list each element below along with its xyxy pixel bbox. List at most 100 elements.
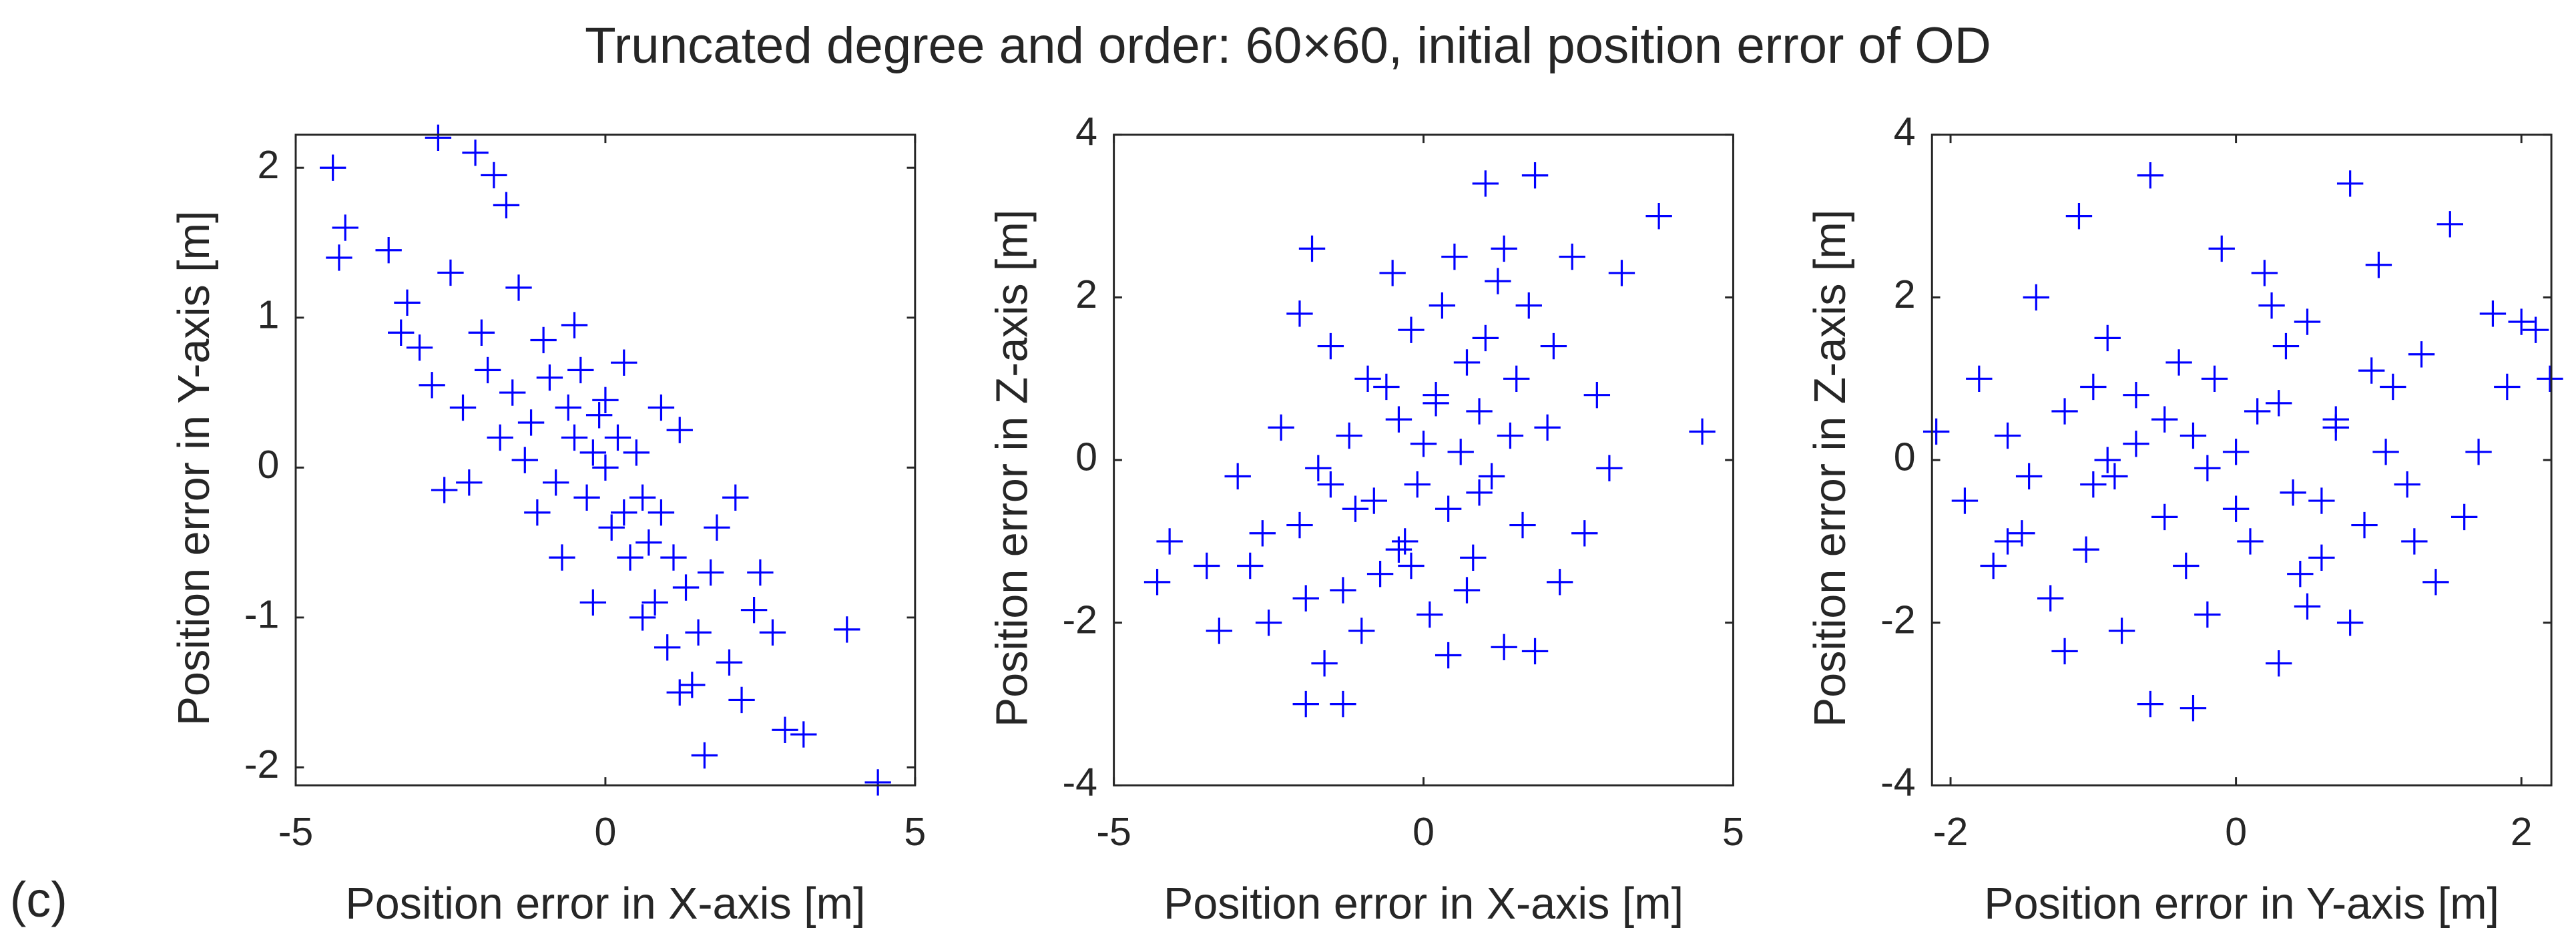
scatter-point	[1305, 455, 1332, 481]
scatter-point	[1317, 332, 1344, 360]
x-axis-label: Position error in X-axis [m]	[345, 879, 865, 929]
scatter-point	[542, 469, 569, 496]
y-tick-label: 2	[1075, 272, 1097, 316]
scatter-point	[834, 616, 860, 643]
scatter-point	[332, 214, 358, 241]
axes	[1113, 134, 1734, 786]
x-tick-label: 0	[2225, 810, 2247, 854]
scatter-point	[1311, 650, 1338, 677]
scatter-point	[1540, 332, 1567, 360]
scatter-point	[1255, 610, 1282, 636]
x-tick-label: 0	[1412, 810, 1435, 854]
scatter-point	[2336, 610, 2364, 636]
scatter-point	[1491, 235, 1517, 262]
scatter-point	[1478, 463, 1505, 490]
scatter-point	[592, 387, 619, 413]
x-tick-label: 5	[1722, 810, 1744, 854]
scatter-point	[1206, 618, 1233, 644]
scatter-point	[2173, 552, 2200, 579]
scatter-point	[499, 379, 526, 406]
scatter-point	[1546, 569, 1573, 596]
scatter-point	[585, 402, 613, 429]
scatter-point	[2294, 308, 2321, 335]
scatter-point	[2194, 601, 2221, 628]
scatter-point	[511, 447, 538, 473]
scatter-point	[2494, 373, 2521, 401]
scatter-point	[2294, 593, 2321, 620]
scatter-point	[790, 721, 817, 748]
scatter-point	[2151, 503, 2178, 531]
scatter-point	[2237, 528, 2264, 555]
scatter-point	[2179, 695, 2207, 722]
y-axis-label: Position error in Y-axis [m]	[170, 211, 219, 726]
y-tick-label: -4	[1880, 760, 1916, 804]
scatter-point	[592, 454, 619, 481]
scatter-point	[654, 634, 681, 661]
scatter-point	[1503, 365, 1530, 392]
scatter-point	[1966, 365, 1993, 392]
scatter-point	[1466, 398, 1493, 425]
scatter-point	[611, 499, 637, 526]
scatter-point	[604, 424, 631, 451]
scatter-point	[388, 319, 415, 346]
scatter-point	[2222, 495, 2250, 522]
scatter-point	[2308, 544, 2335, 571]
scatter-point	[772, 716, 798, 744]
scatter-point	[611, 349, 637, 376]
scatter-point	[449, 394, 477, 421]
scatter-point	[1994, 528, 2021, 555]
scatter-point	[561, 312, 588, 338]
scatter-point	[1429, 292, 1456, 319]
scatter-point	[2094, 324, 2121, 352]
y-tick-label: 2	[1894, 272, 1916, 316]
scatter-point	[1143, 569, 1171, 596]
scatter-point	[530, 326, 557, 354]
scatter-point	[1286, 300, 1313, 327]
scatter-point	[1491, 634, 1517, 661]
scatter-point	[1435, 495, 1462, 522]
y-tick-label: 0	[1894, 435, 1916, 479]
scatter-point	[1268, 414, 1294, 441]
scatter-point	[536, 364, 563, 391]
x-axis-label: Position error in X-axis [m]	[1164, 879, 1684, 929]
scatter-point	[740, 596, 768, 624]
scatter-point	[2258, 292, 2285, 319]
scatter-point	[2351, 511, 2378, 539]
scatter-point	[617, 544, 643, 571]
y-tick-label: -1	[244, 593, 280, 637]
scatter-point	[1398, 316, 1425, 343]
scatter-point	[468, 319, 495, 346]
scatter-point	[1237, 552, 1264, 579]
scatter-point	[1509, 511, 1536, 539]
scatter-point	[394, 289, 421, 316]
scatter-point	[2037, 585, 2064, 612]
scatter-point	[2251, 260, 2278, 286]
scatter-point	[1292, 690, 1319, 718]
x-tick-label: 2	[2511, 810, 2533, 854]
scatter-point	[1298, 235, 1326, 262]
scatter-point	[2023, 284, 2049, 311]
scatter-point	[1336, 422, 1362, 449]
scatter-point	[1521, 162, 1549, 189]
scatter-point	[2094, 447, 2121, 473]
scatter-point	[1404, 471, 1431, 498]
y-tick-label: -4	[1062, 760, 1097, 804]
scatter-point	[1156, 528, 1183, 555]
scatter-point	[1416, 601, 1443, 628]
scatter-point	[1453, 349, 1481, 376]
scatter-point	[716, 649, 743, 676]
scatter-point	[2009, 520, 2035, 547]
scatter-point	[573, 484, 600, 511]
scatter-point	[2287, 560, 2314, 587]
scatter-point	[1330, 577, 1356, 604]
scatter-point	[1286, 511, 1313, 539]
scatter-point	[2479, 300, 2507, 327]
y-tick-label: 1	[258, 292, 280, 336]
scatter-point	[2266, 650, 2292, 677]
scatter-point	[2108, 618, 2135, 644]
scatter-point	[2015, 463, 2043, 490]
scatter-point	[704, 514, 730, 541]
scatter-point	[1472, 170, 1499, 197]
scatter-point	[2394, 471, 2420, 498]
scatter-point	[2101, 463, 2128, 490]
